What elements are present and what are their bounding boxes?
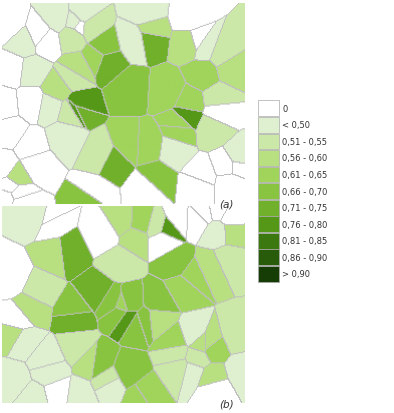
Text: 0,71 - 0,75: 0,71 - 0,75 (282, 204, 328, 213)
Text: 0,56 - 0,60: 0,56 - 0,60 (282, 154, 328, 163)
Bar (258, 233, 279, 249)
Text: 0: 0 (282, 104, 288, 114)
Bar (258, 250, 279, 266)
Bar (258, 266, 279, 282)
Bar (258, 134, 279, 150)
Text: (b): (b) (219, 399, 234, 409)
Text: 0,76 - 0,80: 0,76 - 0,80 (282, 220, 328, 229)
Text: 0,81 - 0,85: 0,81 - 0,85 (282, 237, 328, 246)
Text: 0,86 - 0,90: 0,86 - 0,90 (282, 253, 328, 262)
Bar (258, 167, 279, 183)
Text: < 0,50: < 0,50 (282, 121, 310, 130)
Bar (258, 101, 279, 117)
Text: 0,61 - 0,65: 0,61 - 0,65 (282, 171, 328, 180)
Bar (258, 151, 279, 166)
Bar (258, 118, 279, 133)
Bar (258, 200, 279, 216)
Text: 0,66 - 0,70: 0,66 - 0,70 (282, 187, 328, 196)
Text: 0,51 - 0,55: 0,51 - 0,55 (282, 138, 327, 147)
Bar (258, 184, 279, 199)
Text: (a): (a) (219, 199, 234, 209)
Text: > 0,90: > 0,90 (282, 270, 310, 279)
Bar (258, 217, 279, 233)
